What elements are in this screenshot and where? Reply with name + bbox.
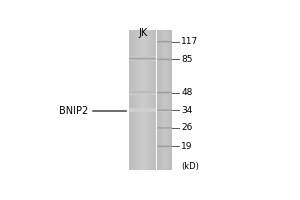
Text: 117: 117 bbox=[181, 37, 198, 46]
Bar bbox=[136, 30, 137, 170]
Bar bbox=[151, 30, 152, 170]
Bar bbox=[144, 30, 145, 170]
Bar bbox=[141, 30, 142, 170]
Bar bbox=[129, 30, 130, 170]
Bar bbox=[154, 30, 155, 170]
Bar bbox=[153, 30, 154, 170]
Bar bbox=[133, 30, 134, 170]
Text: 34: 34 bbox=[181, 106, 193, 115]
Bar bbox=[137, 30, 138, 170]
Bar bbox=[138, 30, 139, 170]
Bar bbox=[142, 30, 143, 170]
Bar bbox=[155, 30, 156, 170]
Bar bbox=[131, 30, 132, 170]
Bar bbox=[149, 30, 150, 170]
Bar bbox=[139, 30, 140, 170]
Bar bbox=[157, 30, 172, 170]
Bar bbox=[135, 30, 136, 170]
Bar bbox=[134, 30, 135, 170]
Bar bbox=[146, 30, 147, 170]
Text: JK: JK bbox=[139, 28, 148, 38]
Bar bbox=[145, 30, 146, 170]
Bar bbox=[140, 30, 141, 170]
Text: 48: 48 bbox=[181, 88, 193, 97]
Text: 85: 85 bbox=[181, 55, 193, 64]
Bar bbox=[152, 30, 153, 170]
Bar bbox=[150, 30, 151, 170]
Text: 19: 19 bbox=[181, 142, 193, 151]
Bar bbox=[147, 30, 148, 170]
Bar bbox=[130, 30, 131, 170]
Bar bbox=[132, 30, 133, 170]
Bar bbox=[129, 30, 156, 170]
Text: 26: 26 bbox=[181, 123, 193, 132]
Bar bbox=[143, 30, 144, 170]
Text: (kD): (kD) bbox=[181, 162, 199, 171]
Text: BNIP2: BNIP2 bbox=[59, 106, 89, 116]
Bar bbox=[148, 30, 149, 170]
